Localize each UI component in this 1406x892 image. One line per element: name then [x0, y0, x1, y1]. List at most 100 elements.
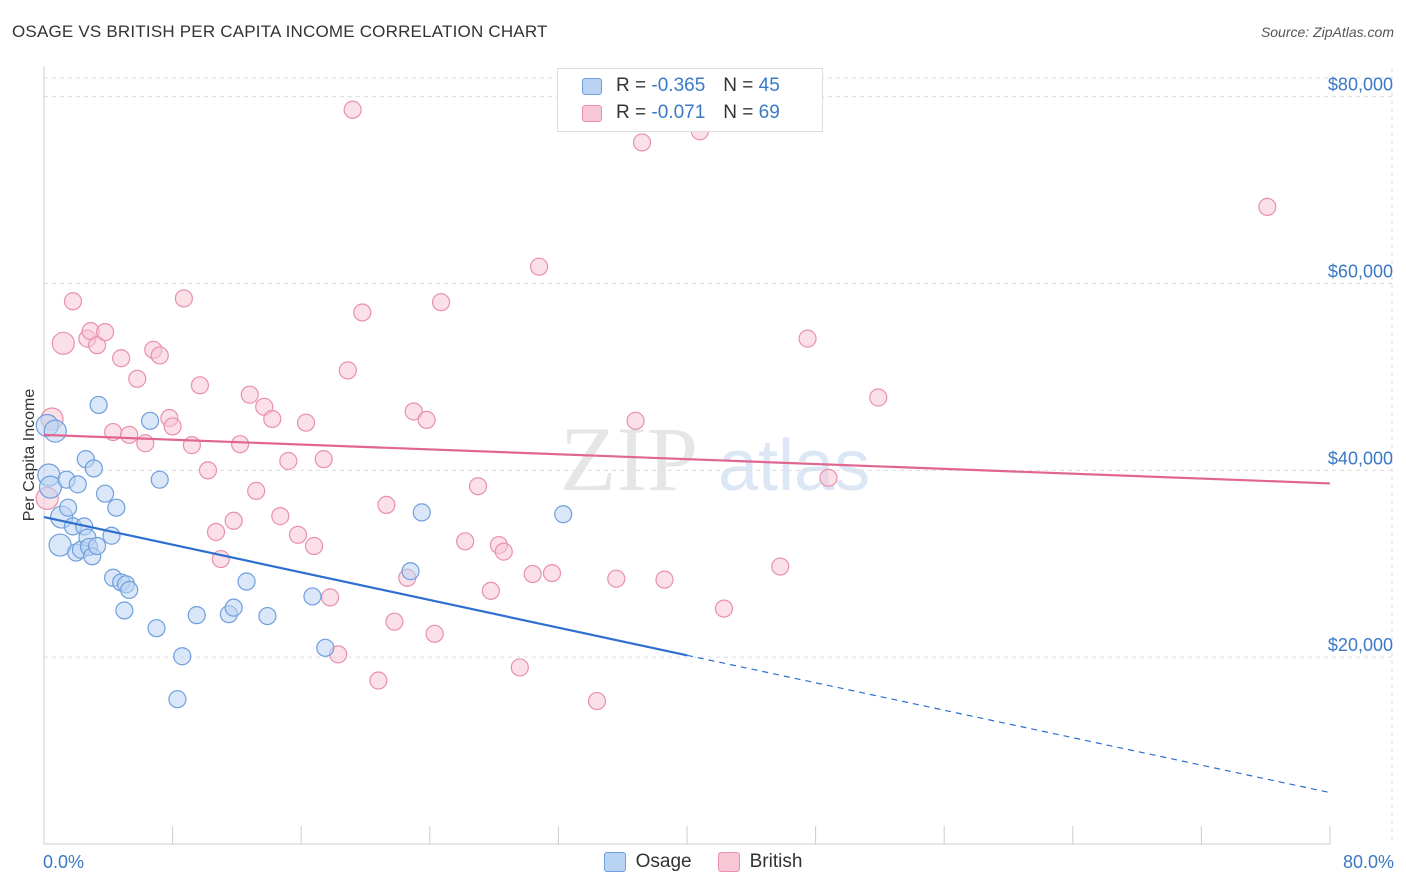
osage-trend-extension	[686, 654, 1331, 794]
british-points	[35, 100, 1277, 711]
y-tick-label-80000: $80,000	[1328, 75, 1393, 95]
british-point-7	[95, 322, 115, 342]
british-point-52	[494, 542, 513, 561]
british-point-21	[206, 522, 226, 542]
british-point-17	[174, 289, 193, 308]
osage-r-label: R =	[616, 75, 647, 96]
source-label: Source: ZipAtlas.com	[1260, 24, 1394, 40]
british-point-46	[425, 624, 444, 643]
british-point-16	[163, 417, 182, 436]
british-point-67	[869, 388, 888, 407]
series-legend: Osage British	[0, 851, 1406, 873]
british-point-39	[353, 303, 372, 322]
british-point-49	[468, 477, 488, 496]
legend-item-osage[interactable]: Osage	[603, 851, 692, 873]
british-point-38	[343, 100, 362, 119]
british-point-54	[523, 564, 542, 584]
british-point-2	[51, 331, 75, 355]
british-point-55	[530, 257, 549, 276]
british-point-45	[417, 410, 436, 429]
osage-point-36	[237, 572, 256, 591]
british-point-64	[771, 557, 790, 576]
british-point-34	[314, 450, 333, 469]
british-point-31	[288, 525, 308, 544]
british-point-12	[136, 434, 155, 453]
british-point-20	[198, 461, 218, 480]
british-point-41	[377, 495, 396, 515]
chart-title: OSAGE VS BRITISH PER CAPITA INCOME CORRE…	[12, 22, 548, 41]
british-r-value: -0.071	[651, 102, 706, 123]
legend-row-osage: R = -0.365 N = 45	[582, 73, 780, 99]
osage-point-42	[554, 505, 573, 524]
osage-point-7	[59, 498, 78, 517]
british-point-65	[798, 329, 817, 348]
osage-n-label: N =	[723, 75, 754, 96]
british-point-37	[338, 361, 357, 380]
osage-point-25	[115, 601, 134, 620]
british-point-53	[510, 658, 529, 677]
british-point-6	[87, 336, 107, 355]
british-r-label: R =	[616, 102, 647, 123]
osage-point-20	[95, 484, 115, 503]
x-tick-label-min: 0.0%	[43, 852, 85, 872]
british-point-32	[296, 413, 316, 432]
british-point-44	[404, 402, 423, 421]
british-point-11	[128, 369, 147, 388]
british-point-29	[271, 507, 290, 526]
osage-swatch	[582, 77, 602, 95]
british-point-24	[231, 435, 250, 454]
osage-point-23	[107, 498, 126, 517]
osage-point-41	[412, 503, 431, 522]
osage-point-32	[173, 647, 192, 666]
british-point-35	[321, 588, 340, 607]
british-legend-swatch	[717, 852, 740, 872]
british-point-23	[224, 511, 243, 530]
osage-trend-line	[43, 515, 688, 657]
british-point-61	[655, 570, 674, 589]
british-point-42	[385, 612, 404, 631]
osage-point-38	[303, 587, 322, 606]
y-tick-label-40000: $40,000	[1328, 448, 1393, 468]
british-trend-line	[43, 433, 1331, 485]
british-point-3	[63, 292, 83, 311]
osage-legend-swatch	[603, 852, 626, 872]
y-tick-label-60000: $60,000	[1328, 262, 1393, 282]
watermark: ZIP atlas	[560, 408, 870, 510]
y-tick-label-20000: $20,000	[1328, 635, 1393, 655]
british-swatch	[582, 104, 602, 122]
british-point-50	[481, 581, 500, 600]
osage-point-10	[68, 475, 87, 494]
osage-legend-label: Osage	[635, 851, 692, 872]
osage-points	[35, 395, 573, 709]
osage-point-18	[87, 536, 107, 556]
osage-point-28	[140, 411, 160, 430]
british-point-14	[150, 346, 169, 365]
british-n-value: 69	[758, 102, 780, 123]
british-n-label: N =	[723, 102, 754, 123]
british-point-25	[240, 385, 259, 404]
osage-point-40	[401, 562, 420, 581]
british-point-28	[263, 409, 282, 429]
british-point-47	[431, 293, 451, 312]
x-tick-label-max: 80.0%	[1342, 852, 1394, 872]
british-point-63	[714, 599, 734, 618]
osage-point-39	[316, 638, 335, 657]
osage-point-30	[150, 470, 169, 489]
osage-point-19	[89, 395, 108, 415]
osage-point-35	[224, 598, 243, 617]
correlation-legend: R = -0.365 N = 45 R = -0.071 N = 69	[557, 68, 823, 132]
british-point-33	[304, 536, 324, 556]
british-point-68	[1258, 197, 1277, 217]
british-point-30	[279, 451, 298, 471]
british-point-10	[120, 425, 139, 444]
british-point-26	[247, 481, 266, 500]
british-point-19	[190, 376, 210, 395]
legend-row-british: R = -0.071 N = 69	[582, 100, 780, 126]
osage-n-value: 45	[758, 75, 780, 96]
british-point-58	[607, 569, 626, 588]
legend-item-british[interactable]: British	[717, 851, 803, 873]
osage-r-value: -0.365	[651, 75, 706, 96]
british-legend-label: British	[749, 851, 803, 872]
osage-point-37	[258, 606, 277, 626]
